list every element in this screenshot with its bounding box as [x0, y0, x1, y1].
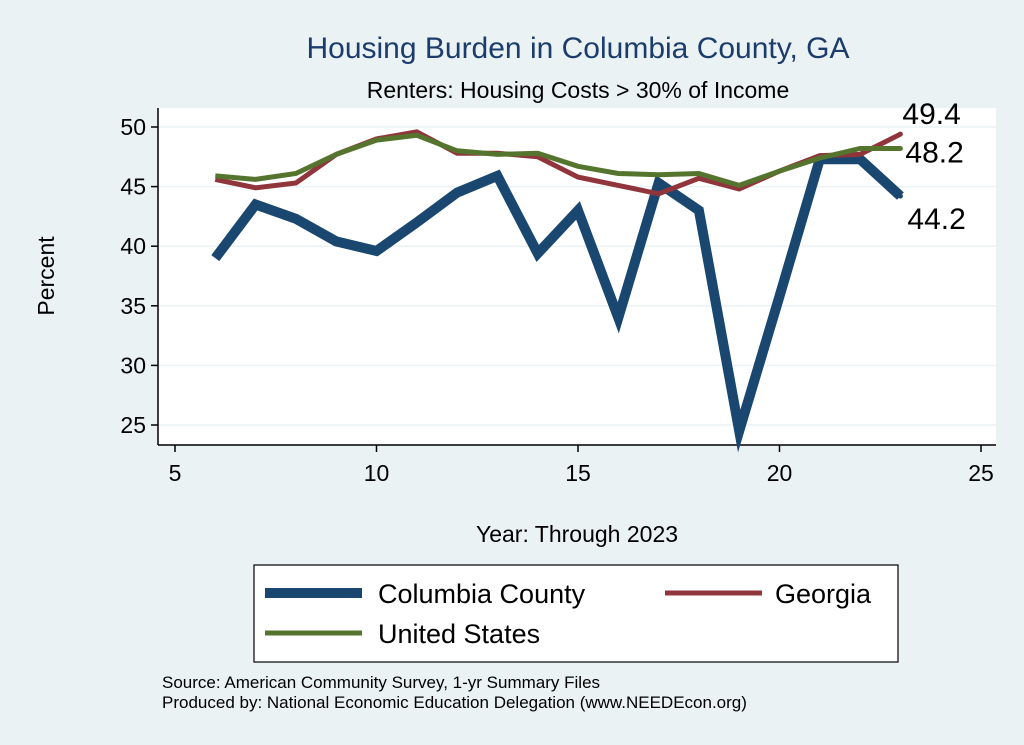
axes: 25 30 35 40 45 50 5 10 15 20 25	[120, 108, 996, 486]
producer-note: Produced by: National Economic Education…	[162, 693, 747, 712]
series-line-columbia-county	[211, 154, 904, 453]
y-tick-label-35: 35	[120, 293, 146, 319]
grid-lines	[158, 126, 996, 426]
y-tick-label-45: 45	[120, 174, 146, 200]
end-label-columbia-county: 44.2	[907, 203, 965, 236]
x-tick-label-10: 10	[364, 460, 390, 486]
x-tick-label-25: 25	[968, 460, 994, 486]
x-tick-label-20: 20	[767, 460, 793, 486]
end-point-united-states	[897, 145, 903, 151]
source-note: Source: American Community Survey, 1-yr …	[162, 673, 600, 692]
series-line-united-states	[215, 132, 901, 189]
series-lines	[211, 129, 904, 453]
legend-label-united-states: United States	[378, 619, 540, 649]
end-label-united-states: 48.2	[905, 136, 963, 169]
end-point-columbia-county	[897, 193, 903, 199]
chart-title: Housing Burden in Columbia County, GA	[306, 32, 849, 65]
y-tick-label-40: 40	[120, 233, 146, 259]
legend-label-georgia: Georgia	[775, 579, 872, 609]
y-tick-label-30: 30	[120, 352, 146, 378]
chart-subtitle: Renters: Housing Costs > 30% of Income	[367, 77, 790, 103]
x-tick-label-5: 5	[169, 460, 182, 486]
end-labels: 44.2 49.4 48.2	[897, 98, 966, 236]
y-axis-title: Percent	[33, 236, 59, 316]
plot-area	[158, 108, 996, 445]
x-axis-title: Year: Through 2023	[476, 521, 678, 547]
legend-box	[253, 564, 899, 663]
legend: Columbia County Georgia United States	[253, 564, 899, 663]
end-label-georgia: 49.4	[902, 98, 960, 131]
x-tick-label-15: 15	[565, 460, 591, 486]
y-tick-label-50: 50	[120, 114, 146, 140]
legend-label-columbia-county: Columbia County	[378, 579, 586, 609]
end-point-georgia	[897, 131, 903, 137]
y-tick-label-25: 25	[120, 412, 146, 438]
